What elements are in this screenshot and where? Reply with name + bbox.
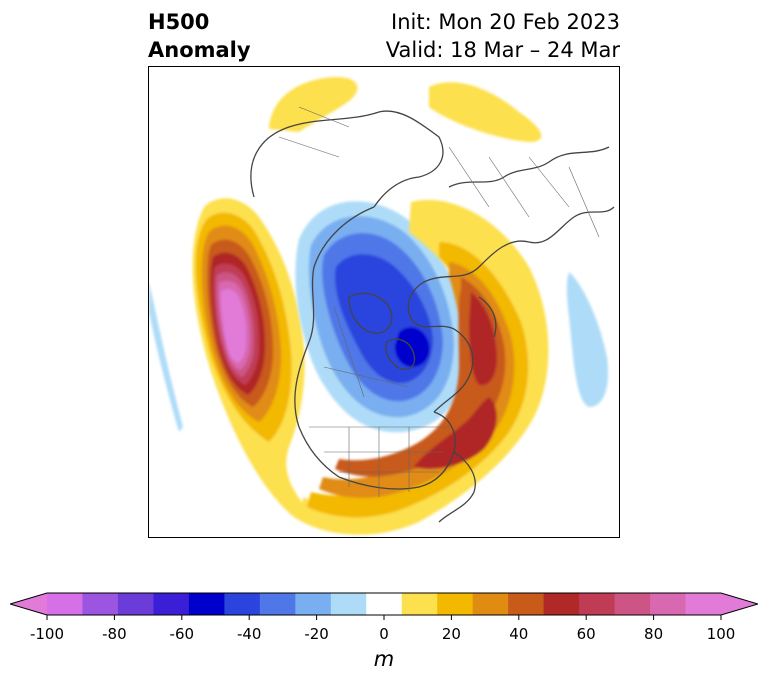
colorbar-segment xyxy=(188,593,225,615)
colorbar-segment xyxy=(47,593,83,615)
colorbar-tick-label: -80 xyxy=(102,625,127,643)
figure-title-right: Init: Mon 20 Feb 2023 Valid: 18 Mar – 24… xyxy=(386,8,620,64)
figure-title-left: H500 Anomaly xyxy=(148,8,251,64)
colorbar-segment xyxy=(437,593,474,615)
colorbar-segments xyxy=(47,593,722,615)
colorbar-tick-label: -40 xyxy=(236,625,262,643)
colorbar-ticks xyxy=(46,615,722,620)
colorbar-tick-label: -20 xyxy=(304,625,329,643)
colorbar-segment xyxy=(508,593,545,615)
colorbar-segment xyxy=(224,593,261,615)
political-borders xyxy=(278,106,600,497)
colorbar-tick-label: 0 xyxy=(379,625,389,643)
anomaly-map xyxy=(149,76,615,535)
colorbar-tick-label: -60 xyxy=(169,625,195,643)
colorbar-segment xyxy=(330,593,367,615)
anomaly-trough-canada xyxy=(295,201,467,433)
valid-time-label: Valid: 18 Mar – 24 Mar xyxy=(385,38,620,62)
colorbar-tick-label: 60 xyxy=(576,625,596,643)
colorbar-tick-label: 20 xyxy=(441,625,461,643)
colorbar-segment xyxy=(614,593,651,615)
colorbar-tick-label: 80 xyxy=(644,625,664,643)
title-field-name: H500 xyxy=(148,10,210,34)
colorbar-tick-label: 100 xyxy=(706,625,736,643)
colorbar-under-arrow xyxy=(10,593,47,615)
colorbar-segment xyxy=(650,593,687,615)
anomaly-ridge-siberia xyxy=(269,76,358,132)
colorbar-segment xyxy=(685,593,722,615)
colorbar-segment xyxy=(366,593,403,615)
colorbar-segment xyxy=(543,593,580,615)
colorbar-segment xyxy=(117,593,154,615)
anomaly-ridge-eastern-us-atlantic xyxy=(294,199,549,535)
map-panel xyxy=(148,66,620,538)
anomaly-weak-trough-europe xyxy=(566,272,609,407)
colorbar-segment xyxy=(259,593,296,615)
colorbar-segment xyxy=(472,593,509,615)
colorbar-over-arrow xyxy=(721,593,758,615)
colorbar-segment xyxy=(401,593,438,615)
init-time-label: Init: Mon 20 Feb 2023 xyxy=(391,10,620,34)
anomaly-weak-trough-pacific xyxy=(149,282,183,432)
colorbar xyxy=(10,592,758,620)
coastlines xyxy=(250,110,615,523)
colorbar-segment xyxy=(82,593,119,615)
colorbar-segment xyxy=(295,593,332,615)
colorbar-unit-label: m xyxy=(373,647,395,671)
colorbar-segment xyxy=(153,593,190,615)
anomaly-ridge-northeast-pacific xyxy=(192,198,309,518)
anomaly-ridge-europe xyxy=(429,82,542,142)
colorbar-segment xyxy=(579,593,616,615)
colorbar-tick-label: -100 xyxy=(29,625,65,643)
colorbar-tick-label: 40 xyxy=(509,625,529,643)
title-field-type: Anomaly xyxy=(148,38,251,62)
